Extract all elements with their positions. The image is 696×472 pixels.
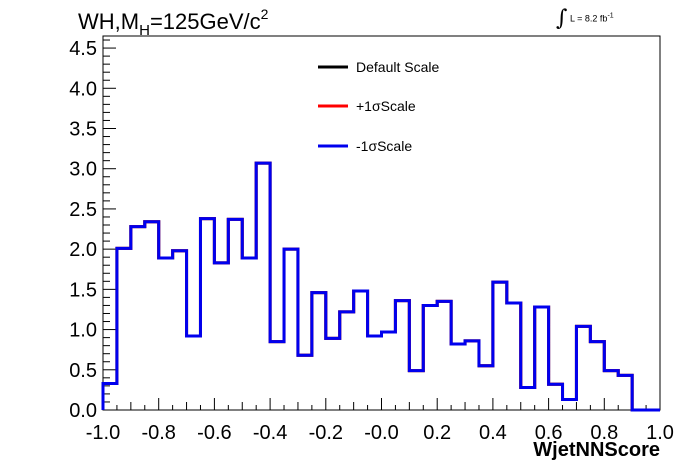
x-tick-label: 0.4: [479, 422, 507, 444]
luminosity-text: L = 8.2 fb: [569, 13, 608, 24]
mass-power: 2: [260, 6, 269, 22]
x-tick-label: -0.4: [253, 422, 287, 444]
y-tick-label: 4.5: [69, 38, 97, 60]
luminosity-power: -1: [607, 12, 614, 20]
chart-header: WH,MH=125GeV/c2: [78, 6, 268, 39]
y-tick-label: 0.5: [69, 360, 97, 382]
luminosity-label: ∫ L = 8.2 fb-1: [556, 8, 614, 30]
y-tick-label: 1.0: [69, 320, 97, 342]
y-tick-label: 2.0: [69, 239, 97, 261]
x-axis: -1.0 -0.8 -0.6 -0.4 -0.2 -0.0 0.2 0.4 0.6 0.8 1.0: [86, 398, 674, 444]
x-axis-label: WjetNNScore: [533, 439, 660, 461]
integral-symbol: ∫: [556, 6, 568, 31]
y-axis: 0.0 0.5 1.0 1.5 2.0 2.5 3.0 3.5 4.0 4.5: [69, 38, 116, 422]
process-label: WH,M: [78, 9, 140, 34]
histogram-series: [101, 161, 660, 412]
x-tick-label: 0.6: [535, 422, 563, 444]
x-tick-label: 0.8: [590, 422, 618, 444]
legend-label-0: Default Scale: [356, 59, 439, 75]
legend: Default Scale +1σScale -1σScale: [318, 59, 439, 154]
y-tick-label: 4.0: [69, 78, 97, 100]
y-tick-label: 2.5: [69, 199, 97, 221]
mass-label: =125GeV/c: [149, 9, 261, 34]
x-tick-label: -0.8: [141, 422, 175, 444]
y-tick-label: 0.0: [69, 400, 97, 422]
x-tick-label: -0.2: [309, 422, 343, 444]
x-tick-label: -0.0: [364, 422, 398, 444]
x-tick-label: 0.2: [423, 422, 451, 444]
x-tick-label: -1.0: [86, 422, 120, 444]
x-tick-label: 1.0: [646, 422, 674, 444]
x-tick-label: -0.6: [197, 422, 231, 444]
mass-subscript: H: [139, 22, 150, 39]
legend-label-1: +1σScale: [356, 98, 416, 114]
y-tick-label: 3.5: [69, 118, 97, 140]
legend-label-2: -1σScale: [356, 138, 412, 154]
y-tick-label: 1.5: [69, 279, 97, 301]
y-tick-label: 3.0: [69, 159, 97, 181]
series-line-2: [101, 161, 660, 412]
